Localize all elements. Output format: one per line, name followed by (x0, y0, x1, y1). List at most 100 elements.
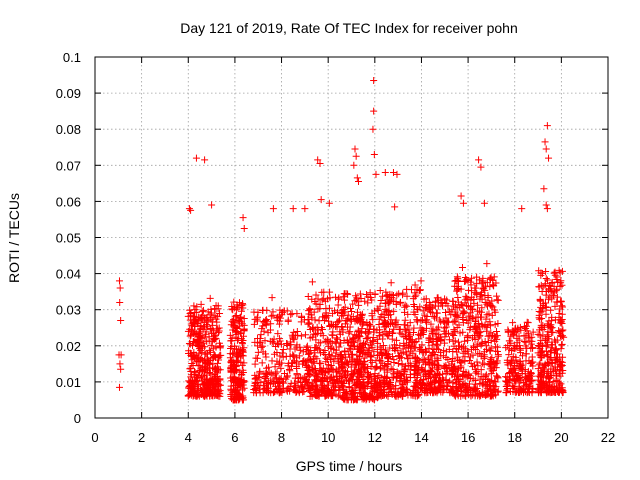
data-point (192, 358, 200, 366)
data-point (191, 382, 199, 390)
data-point (341, 348, 349, 356)
y-tick-label: 0.09 (56, 86, 81, 101)
data-point (335, 343, 343, 351)
data-point (535, 372, 543, 380)
data-point (419, 307, 427, 315)
data-point (386, 290, 394, 298)
data-point (424, 356, 432, 364)
data-point (341, 388, 349, 396)
data-point (419, 330, 427, 338)
data-point (284, 385, 292, 393)
data-point (216, 392, 224, 400)
data-point (469, 315, 477, 323)
data-point (280, 369, 288, 377)
data-point (535, 267, 543, 275)
data-point (358, 310, 366, 318)
data-point (305, 320, 313, 328)
data-point (538, 347, 546, 355)
data-point (343, 290, 351, 298)
data-point (212, 367, 220, 375)
data-point (545, 375, 553, 383)
data-point (550, 387, 558, 395)
data-point (311, 344, 319, 352)
y-tick-label: 0.04 (56, 267, 81, 282)
data-point (198, 307, 206, 315)
data-point (535, 361, 543, 369)
data-point (397, 374, 405, 382)
data-point (257, 378, 265, 386)
data-point (553, 350, 561, 358)
data-point (442, 309, 450, 317)
data-point (115, 277, 123, 285)
data-point (411, 353, 419, 361)
ticks: 0 2 4 6 8 10 12 14 16 18 20 22 0 0.01 0.02 0.03 0.04 0.05… (56, 50, 616, 445)
data-point (372, 170, 380, 178)
data-point (347, 363, 355, 371)
data-point (484, 375, 492, 383)
data-point (432, 387, 440, 395)
data-point (376, 302, 384, 310)
data-point (314, 156, 322, 164)
data-point (277, 364, 285, 372)
data-point (536, 296, 544, 304)
y-tick-label: 0.01 (56, 375, 81, 390)
data-point (465, 371, 473, 379)
data-point (215, 356, 223, 364)
data-point (471, 322, 479, 330)
data-point (538, 378, 546, 386)
data-point (472, 369, 480, 377)
data-point (239, 214, 247, 222)
data-point (518, 367, 526, 375)
data-point (201, 392, 209, 400)
data-point (386, 379, 394, 387)
data-point (450, 331, 458, 339)
data-point (387, 279, 395, 287)
data-point (526, 337, 534, 345)
data-point (334, 301, 342, 309)
y-tick-label: 0.1 (63, 50, 81, 65)
data-point (260, 370, 268, 378)
data-point (477, 313, 485, 321)
data-point (368, 312, 376, 320)
data-point (382, 288, 390, 296)
data-point (186, 349, 194, 357)
data-point (426, 334, 434, 342)
data-point (393, 170, 401, 178)
data-point (371, 291, 379, 299)
data-point (434, 341, 442, 349)
data-point (537, 389, 545, 397)
data-point (537, 336, 545, 344)
data-point (400, 342, 408, 350)
data-point (333, 308, 341, 316)
data-point (348, 391, 356, 399)
data-point (381, 346, 389, 354)
data-point (555, 313, 563, 321)
data-point (458, 264, 466, 272)
data-point (233, 336, 241, 344)
data-point (476, 332, 484, 340)
data-point (442, 330, 450, 338)
data-point (555, 370, 563, 378)
data-point (442, 348, 450, 356)
data-point (335, 294, 343, 302)
x-axis-label: GPS time / hours (296, 458, 403, 474)
data-point (192, 154, 200, 162)
data-point (549, 328, 557, 336)
y-tick-label: 0.08 (56, 122, 81, 137)
data-point (289, 205, 297, 213)
data-point (535, 308, 543, 316)
data-point (526, 382, 534, 390)
data-point (537, 271, 545, 279)
data-point (504, 379, 512, 387)
data-point (453, 304, 461, 312)
data-point (543, 369, 551, 377)
data-point (493, 328, 501, 336)
data-point (486, 283, 494, 291)
data-point (340, 306, 348, 314)
data-point (326, 365, 334, 373)
data-point (297, 346, 305, 354)
data-point (527, 340, 535, 348)
data-point (385, 308, 393, 316)
data-point (480, 354, 488, 362)
data-point (466, 326, 474, 334)
